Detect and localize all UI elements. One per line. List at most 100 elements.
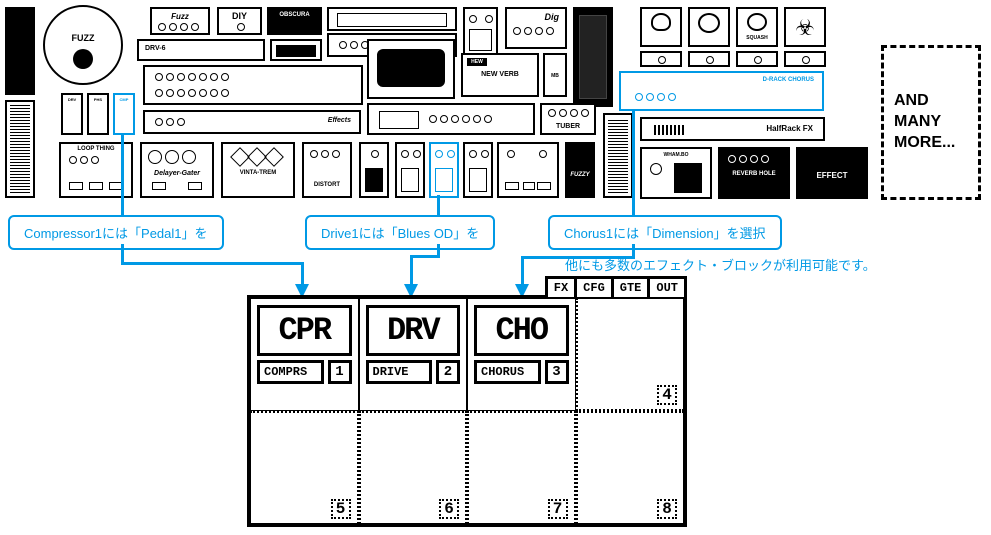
tuber-label: TUBER xyxy=(542,123,594,130)
pedal-obscura: OBSCURA xyxy=(267,7,322,35)
pedal-skull-6 xyxy=(784,51,826,67)
lcd-tab-cfg[interactable]: CFG xyxy=(574,276,614,297)
pedal-row-3 xyxy=(463,142,493,198)
lcd-slot-6[interactable]: 6 xyxy=(359,411,468,524)
pedal-fuzz-small: Fuzz xyxy=(150,7,210,35)
lcd-num-7: 7 xyxy=(548,499,568,519)
callout-chorus: Chorus1には「Dimension」を選択 xyxy=(548,215,782,250)
lcd-slot-1[interactable]: CPR COMPRS1 xyxy=(250,298,359,411)
cmp-label: CMP xyxy=(115,97,133,102)
pedal-vinta: VINTA-TREM xyxy=(221,142,295,198)
squash-label: SQUASH xyxy=(738,35,776,41)
pedal-whambo: WHAM.BO xyxy=(640,147,712,199)
lcd-panel: FX CFG GTE OUT CPR COMPRS1 DRV DRIVE2 CH… xyxy=(247,295,687,527)
lcd-tab-out[interactable]: OUT xyxy=(647,276,687,297)
arrow-chorus-v3 xyxy=(521,256,524,286)
lcd-big-1: CPR xyxy=(266,312,343,349)
pedal-wah-1 xyxy=(5,7,35,95)
pedal-cmp-highlight[interactable]: CMP xyxy=(113,93,135,135)
rack-drack-chorus[interactable]: D-RACK CHORUS xyxy=(619,71,824,111)
lcd-sub-3: CHORUS xyxy=(474,360,541,384)
reverbhole-label: REVERB HOLE xyxy=(720,171,788,177)
pedal-fuzz-circle: FUZZ xyxy=(43,5,123,85)
newverb-label: NEW VERB xyxy=(463,71,537,78)
lcd-slot-5[interactable]: 5 xyxy=(250,411,359,524)
drv6-label: DRV-6 xyxy=(139,45,263,52)
arrow-comp-v2 xyxy=(121,244,124,264)
lcd-num-1: 1 xyxy=(328,360,352,384)
effect-label: EFFECT xyxy=(798,171,866,180)
pedal-screen xyxy=(367,39,455,99)
pedal-skull-3 xyxy=(640,51,682,67)
rack-meter xyxy=(270,39,322,61)
pedal-fuzzy: FUZZY xyxy=(565,142,595,198)
and-more-box: AND MANY MORE... xyxy=(881,45,981,200)
lcd-num-4: 4 xyxy=(657,385,677,405)
distort-label: DISTORT xyxy=(304,182,350,188)
pedal-distort: DISTORT xyxy=(302,142,352,198)
rack-wide-2 xyxy=(367,103,535,135)
pedal-skull-1 xyxy=(640,7,682,47)
pedal-expr-2 xyxy=(603,113,633,198)
lcd-sub-2: DRIVE xyxy=(366,360,433,384)
pedal-drv-mini: DRV xyxy=(61,93,83,135)
lcd-slot-8[interactable]: 8 xyxy=(576,411,685,524)
pedal-bluesod-highlight[interactable] xyxy=(429,142,459,198)
pedal-wah-2 xyxy=(5,100,35,198)
lcd-tab-gte[interactable]: GTE xyxy=(611,276,651,297)
lcd-slot-7[interactable]: 7 xyxy=(467,411,576,524)
pedal-collection: FUZZ Fuzz DIY OBSCURA Dig S xyxy=(5,5,875,205)
rack-halfrack: HalfRack FX xyxy=(640,117,825,141)
drack-label: D-RACK CHORUS xyxy=(621,77,822,83)
pedal-biohazard: ☣ xyxy=(784,7,826,47)
rack-1 xyxy=(327,7,457,31)
fuzz-label: FUZZ xyxy=(45,33,121,43)
pedal-mb: MB xyxy=(543,53,567,97)
callout-drive: Drive1には「Blues OD」を xyxy=(305,215,495,250)
lcd-slot-3[interactable]: CHO CHORUS3 xyxy=(467,298,576,411)
pedal-expression xyxy=(573,7,613,107)
lcd-sub-1: COMPRS xyxy=(257,360,324,384)
rack-drv6: DRV-6 xyxy=(137,39,265,61)
arrow-drive-v2 xyxy=(437,244,440,257)
hew-label: HEW xyxy=(467,58,487,66)
lcd-tab-fx[interactable]: FX xyxy=(545,276,577,297)
obscura-label: OBSCURA xyxy=(269,12,320,18)
pedal-row-1 xyxy=(395,142,425,198)
callout-compressor: Compressor1には「Pedal1」を xyxy=(8,215,224,250)
rack-big-1 xyxy=(143,65,363,105)
arrow-chorus-h2 xyxy=(521,256,635,259)
pedal-squash: SQUASH xyxy=(736,7,778,47)
lcd-num-2: 2 xyxy=(436,360,460,384)
pedal-skull-4 xyxy=(688,51,730,67)
mb-label: MB xyxy=(545,73,565,79)
and-more-text: AND MANY MORE... xyxy=(894,91,968,153)
lcd-num-6: 6 xyxy=(439,499,459,519)
pedal-newverb: HEW NEW VERB xyxy=(461,53,539,97)
lcd-slot-4[interactable]: 4 xyxy=(576,298,685,411)
phs-mini-label: PHS xyxy=(89,97,107,102)
pedal-4switch xyxy=(497,142,559,198)
lcd-num-8: 8 xyxy=(657,499,677,519)
lcd-slot-2[interactable]: DRV DRIVE2 xyxy=(359,298,468,411)
arrow-comp-h xyxy=(121,262,304,265)
arrow-drive-h xyxy=(410,255,440,258)
lcd-num-3: 3 xyxy=(545,360,569,384)
pedal-trio-1 xyxy=(359,142,389,198)
drv-mini-label: DRV xyxy=(63,97,81,102)
arrow-comp-v3 xyxy=(301,262,304,286)
fuzz-small-label: Fuzz xyxy=(152,12,208,21)
pedal-diy: DIY xyxy=(217,7,262,35)
lcd-big-3: CHO xyxy=(483,312,560,349)
lcd-grid: CPR COMPRS1 DRV DRIVE2 CHO CHORUS3 4 5 6… xyxy=(250,298,684,524)
pedal-phs-mini: PHS xyxy=(87,93,109,135)
pedal-reverbhole: REVERB HOLE xyxy=(718,147,790,199)
dig-label: Dig xyxy=(507,12,565,22)
diy-label: DIY xyxy=(219,11,260,21)
lcd-tabs: FX CFG GTE OUT xyxy=(548,276,687,297)
arrow-drive-v3 xyxy=(410,255,413,286)
whambo-label: WHAM.BO xyxy=(642,152,710,158)
pedal-dig: Dig xyxy=(505,7,567,49)
pedal-skull-2 xyxy=(688,7,730,47)
fuzzy-label: FUZZY xyxy=(567,172,593,178)
